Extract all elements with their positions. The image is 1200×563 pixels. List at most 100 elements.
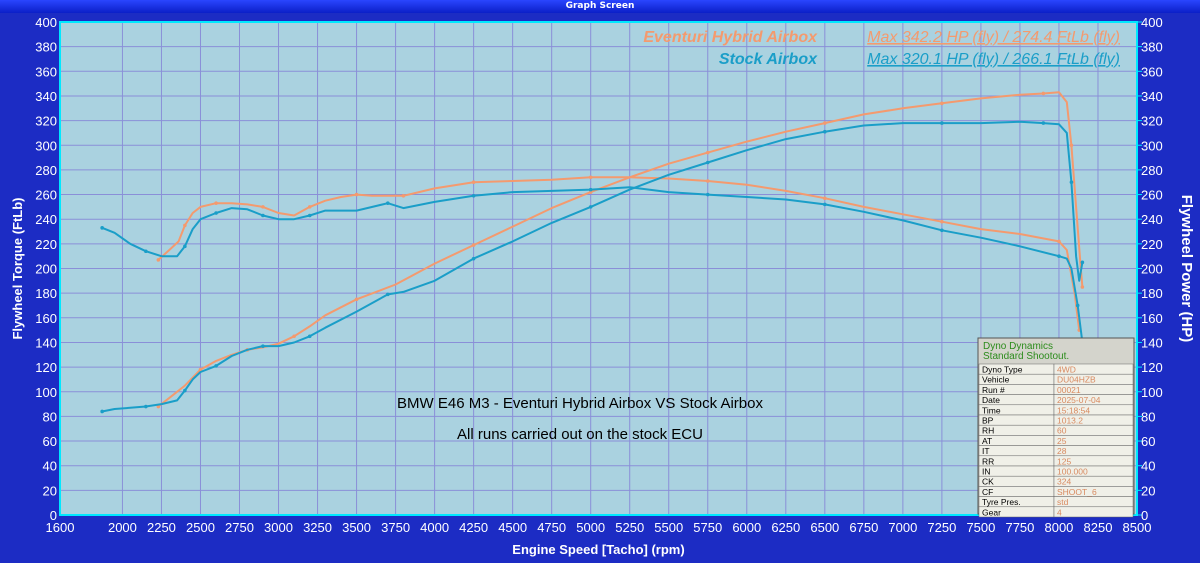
series-point [261,344,265,348]
info-table-value-cell [1053,506,1134,518]
series-point [588,175,593,180]
x-tick-label: 2250 [147,520,176,535]
info-table-label: AT [982,436,992,446]
series-point [307,205,312,209]
info-table-label: Dyno Type [982,365,1023,375]
y-tick-label-left: 120 [35,360,57,375]
series-point [307,213,312,218]
y-tick-label-left: 380 [35,40,57,55]
series-point [1080,260,1085,265]
y-tick-label-right: 120 [1141,360,1163,375]
y-tick-label-right: 320 [1141,114,1163,129]
series-point [705,150,710,155]
series-point [940,101,944,106]
y-tick-label-right: 340 [1141,89,1163,104]
x-tick-label: 7250 [927,520,956,535]
y-tick-label-right: 360 [1141,64,1163,79]
series-point [471,243,476,247]
y-tick-label-left: 300 [35,138,57,153]
y-tick-label-left: 340 [35,89,57,104]
series-point [385,292,390,297]
y-tick-label-right: 80 [1141,409,1155,424]
series-point [292,334,296,339]
window-title: Graph Screen [0,0,1200,13]
y-tick-label-left: 240 [35,212,57,227]
info-table-title-1: Dyno Dynamics [983,341,1053,352]
y-tick-label-left: 100 [35,385,57,400]
x-tick-label: 7000 [888,520,917,535]
y-tick-label-left: 20 [43,483,57,498]
info-table-label: RH [982,426,994,436]
x-tick-label: 2500 [186,520,215,535]
y-tick-label-right: 240 [1141,212,1163,227]
series-point [183,388,187,393]
series-point [100,409,104,414]
info-table-label: IN [982,467,991,477]
info-table-label: Run # [982,385,1005,395]
info-table-value: 1013.2 [1057,416,1083,426]
info-table-label: Vehicle [982,375,1010,385]
info-table-label: Date [982,395,1000,405]
series-point [823,196,827,201]
series-point [1041,121,1046,125]
info-table-value: 4WD [1057,365,1076,375]
y-tick-label-left: 0 [50,508,57,523]
info-table-value: 100.000 [1057,467,1088,477]
series-point [823,121,827,125]
x-tick-label: 6500 [810,520,839,535]
series-point [261,205,265,209]
x-tick-label: 5000 [576,520,605,535]
series-point [588,187,593,192]
x-tick-label: 6000 [732,520,761,535]
x-tick-label: 3250 [303,520,332,535]
y-tick-label-left: 400 [35,15,57,30]
y-tick-label-right: 280 [1141,163,1163,178]
y-tick-label-right: 400 [1141,15,1163,30]
info-table-value: 15:18:54 [1057,405,1090,415]
series-point [1075,303,1080,308]
info-table-label: Time [982,405,1001,415]
series-point [214,211,218,215]
info-table-value: 00021 [1057,385,1081,395]
series-point [144,404,148,409]
series-point [940,228,944,233]
series-point [183,223,187,228]
series-point [354,297,359,302]
info-table-value: 60 [1057,426,1067,436]
series-point [385,201,390,205]
legend-summary-1: Max 342.2 HP (fly) / 274.4 FtLb (fly) [867,29,1120,46]
series-point [1069,180,1074,185]
x-tick-label: 4750 [537,520,566,535]
x-tick-label: 1600 [46,520,75,535]
info-table-label: CF [982,487,993,497]
series-point [940,121,944,125]
x-tick-label: 8250 [1084,520,1113,535]
info-table-title-2: Standard Shootout. [983,351,1069,362]
series-line-1 [157,176,1081,331]
info-table-label: Tyre Pres. [982,497,1021,507]
info-table-value: 28 [1057,446,1067,456]
y-tick-label-right: 220 [1141,237,1163,252]
info-table-label-cell [978,445,1055,457]
y-tick-label-right: 40 [1141,459,1155,474]
info-table-value: 4 [1057,507,1062,517]
y-tick-label-left: 280 [35,163,57,178]
legend-summary-2: Max 320.1 HP (fly) / 266.1 FtLb (fly) [867,51,1120,68]
series-point [940,219,944,224]
x-tick-label: 3500 [342,520,371,535]
info-table-label: RR [982,456,994,466]
series-point [261,213,265,218]
x-tick-label: 4000 [420,520,449,535]
series-point [214,201,218,205]
series-point [823,129,827,134]
series-point [307,334,312,339]
info-table-label: CK [982,477,994,487]
y-tick-label-left: 160 [35,311,57,326]
series-point [705,160,710,165]
y-tick-label-left: 40 [43,459,57,474]
x-tick-label: 2000 [108,520,137,535]
annotation-1: BMW E46 M3 - Eventuri Hybrid Airbox VS S… [397,395,763,412]
y-tick-label-right: 180 [1141,286,1163,301]
info-table-value: std [1057,497,1069,507]
y-axis-label-right: Flywheel Power (HP) [1178,195,1195,343]
